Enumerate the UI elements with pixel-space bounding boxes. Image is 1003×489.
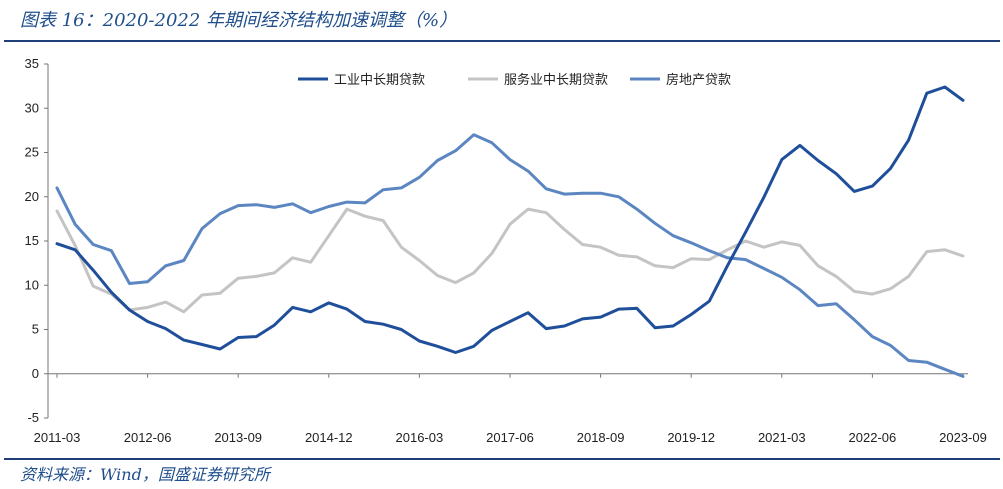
top-divider [4, 40, 1000, 42]
series-line-2 [55, 133, 965, 378]
x-tick-label: 2013-09 [214, 430, 262, 445]
x-tick-label: 2014-12 [305, 430, 353, 445]
source-note: 资料来源：Wind，国盛证券研究所 [20, 465, 270, 484]
y-tick-label: 10 [25, 277, 39, 292]
y-tick-label: -5 [27, 410, 39, 425]
y-tick-label: 0 [32, 366, 39, 381]
x-tick-label: 2019-12 [667, 430, 715, 445]
legend-label-0: 工业中长期贷款 [334, 72, 425, 87]
y-tick-label: 35 [25, 56, 39, 71]
series-line-1 [55, 207, 965, 314]
x-tick-label: 2016-03 [396, 430, 444, 445]
x-tick-label: 2021-03 [758, 430, 806, 445]
legend-label-2: 房地产贷款 [666, 72, 731, 87]
y-tick-label: 20 [25, 189, 39, 204]
series-line-0 [55, 85, 965, 354]
chart-legend: 工业中长期贷款 服务业中长期贷款 房地产贷款 [298, 72, 731, 87]
x-tick-label: 2022-06 [849, 430, 897, 445]
legend-label-1: 服务业中长期贷款 [504, 72, 608, 87]
y-tick-label: 25 [25, 145, 39, 160]
bottom-divider [4, 458, 1000, 460]
chart-title: 图表 16：2020-2022 年期间经济结构加速调整（%） [20, 10, 458, 31]
y-tick-label: 30 [25, 100, 39, 115]
chart-axes: -5 0 5 10 15 20 25 30 35 2011-03 2012-06 2013-09 201… [25, 56, 987, 445]
y-tick-label: 15 [25, 233, 39, 248]
x-tick-label: 2011-03 [34, 430, 81, 445]
x-tick-label: 2023-09 [939, 430, 987, 445]
y-tick-label: 5 [32, 322, 39, 337]
series-lines [55, 85, 965, 378]
x-tick-label: 2012-06 [124, 430, 172, 445]
x-tick-label: 2018-09 [577, 430, 625, 445]
x-tick-label: 2017-06 [486, 430, 534, 445]
